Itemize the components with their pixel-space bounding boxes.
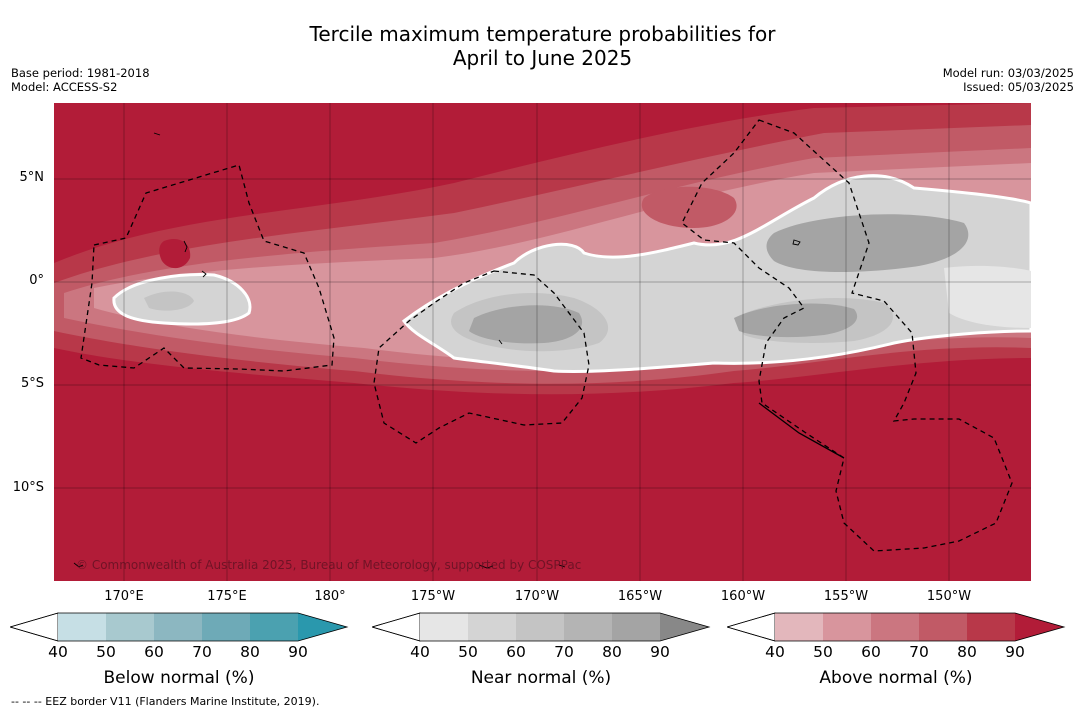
near-tick-60: 60 — [506, 643, 526, 661]
above-tick-50: 50 — [813, 643, 833, 661]
above-70-core — [641, 186, 737, 228]
near-extend-high — [660, 613, 709, 641]
lon-label-175w: 175°W — [410, 589, 456, 604]
below-swatch-40 — [58, 613, 106, 641]
below-extend-high — [298, 613, 347, 641]
above-tick-60: 60 — [861, 643, 881, 661]
near-tick-70: 70 — [554, 643, 574, 661]
near-extend-low — [372, 612, 421, 642]
above-tick-90: 90 — [1005, 643, 1025, 661]
eez-borders — [80, 119, 1013, 552]
above-swatch-60 — [871, 613, 919, 641]
lon-label-150w: 150°W — [926, 589, 972, 604]
above-swatch-80 — [967, 613, 1015, 641]
island-1 — [183, 240, 188, 253]
near-normal-title: Near normal (%) — [470, 668, 612, 688]
above-swatch-50 — [823, 613, 871, 641]
above-swatch-70 — [919, 613, 967, 641]
lat-label-5n: 5°N — [19, 170, 45, 185]
lon-label-155w: 155°W — [823, 589, 869, 604]
below-tick-50: 50 — [96, 643, 116, 661]
lat-label-equator: 0° — [29, 273, 44, 288]
eez-solid-segment — [758, 402, 845, 459]
lon-label-170e: 170°E — [104, 589, 144, 604]
near-70-east-north — [766, 214, 969, 273]
below-extend-low — [10, 612, 59, 642]
below-tick-40: 40 — [48, 643, 68, 661]
below-swatch-60 — [154, 613, 202, 641]
island-4 — [153, 132, 161, 136]
colorbar-below-normal — [10, 612, 349, 642]
meta-left: Base period: 1981-2018 Model: ACCESS-S2 — [11, 66, 150, 94]
lat-label-5s: 5°S — [20, 376, 44, 391]
eez-border-east — [681, 119, 1013, 552]
below-tick-90: 90 — [288, 643, 308, 661]
map-title: Tercile maximum temperature probabilitie… — [0, 22, 1085, 70]
model-name: Model: ACCESS-S2 — [11, 80, 118, 94]
island-3 — [792, 239, 801, 246]
near-60-west — [144, 291, 194, 311]
near-tick-90: 90 — [650, 643, 670, 661]
above-outline — [727, 612, 1066, 642]
near-tick-80: 80 — [602, 643, 622, 661]
island-5 — [498, 339, 503, 345]
below-swatch-50 — [106, 613, 154, 641]
colorbar-above-normal — [727, 612, 1066, 642]
map-canvas — [54, 103, 1031, 581]
above-tick-80: 80 — [957, 643, 977, 661]
near-70-central — [469, 305, 583, 344]
island-2 — [201, 270, 207, 278]
issued-date: Issued: 05/03/2025 — [963, 80, 1074, 94]
lon-label-170w: 170°W — [514, 589, 560, 604]
islands — [73, 132, 801, 569]
near-swatch-40 — [420, 613, 468, 641]
island-6 — [73, 562, 84, 568]
below-swatch-80 — [250, 613, 298, 641]
lon-label-165w: 165°W — [617, 589, 663, 604]
near-tick-50: 50 — [458, 643, 478, 661]
above-tick-70: 70 — [909, 643, 929, 661]
island-7 — [478, 564, 494, 569]
above-90-spot — [159, 238, 191, 269]
near-swatch-70 — [564, 613, 612, 641]
probability-map — [54, 103, 1031, 581]
near-outline — [372, 612, 711, 642]
title-line-1: Tercile maximum temperature probabilitie… — [309, 22, 776, 46]
title-line-2: April to June 2025 — [452, 46, 633, 70]
graticule — [54, 103, 1031, 581]
base-period: Base period: 1981-2018 — [11, 66, 150, 80]
below-normal-title: Below normal (%) — [103, 668, 255, 688]
above-extend-low — [727, 612, 776, 642]
below-swatch-70 — [202, 613, 250, 641]
above-extend-high — [1015, 613, 1064, 641]
near-swatch-80 — [612, 613, 660, 641]
above-swatch-40 — [775, 613, 823, 641]
eez-footnote: -- -- -- EEZ border V11 (Flanders Marine… — [11, 695, 320, 708]
near-swatch-60 — [516, 613, 564, 641]
below-tick-70: 70 — [192, 643, 212, 661]
lat-label-10s: 10°S — [12, 480, 44, 495]
model-run: Model run: 03/03/2025 — [942, 66, 1074, 80]
island-8 — [558, 564, 566, 568]
lon-label-180: 180° — [314, 589, 346, 604]
below-tick-60: 60 — [144, 643, 164, 661]
above-tick-40: 40 — [765, 643, 785, 661]
colorbar-near-normal — [372, 612, 711, 642]
below-outline — [10, 612, 349, 642]
near-70-east — [734, 303, 858, 338]
near-tick-40: 40 — [410, 643, 430, 661]
copyright-notice: © Commonwealth of Australia 2025, Bureau… — [76, 558, 582, 572]
eez-border-west — [80, 164, 335, 372]
above-normal-title: Above normal (%) — [819, 668, 973, 688]
eez-border-central — [373, 270, 590, 444]
below-tick-80: 80 — [240, 643, 260, 661]
near-50-east-edge — [944, 265, 1031, 328]
near-swatch-50 — [468, 613, 516, 641]
lon-label-175e: 175°E — [207, 589, 247, 604]
lon-label-160w: 160°W — [720, 589, 766, 604]
meta-right: Model run: 03/03/2025 Issued: 05/03/2025 — [943, 66, 1074, 94]
